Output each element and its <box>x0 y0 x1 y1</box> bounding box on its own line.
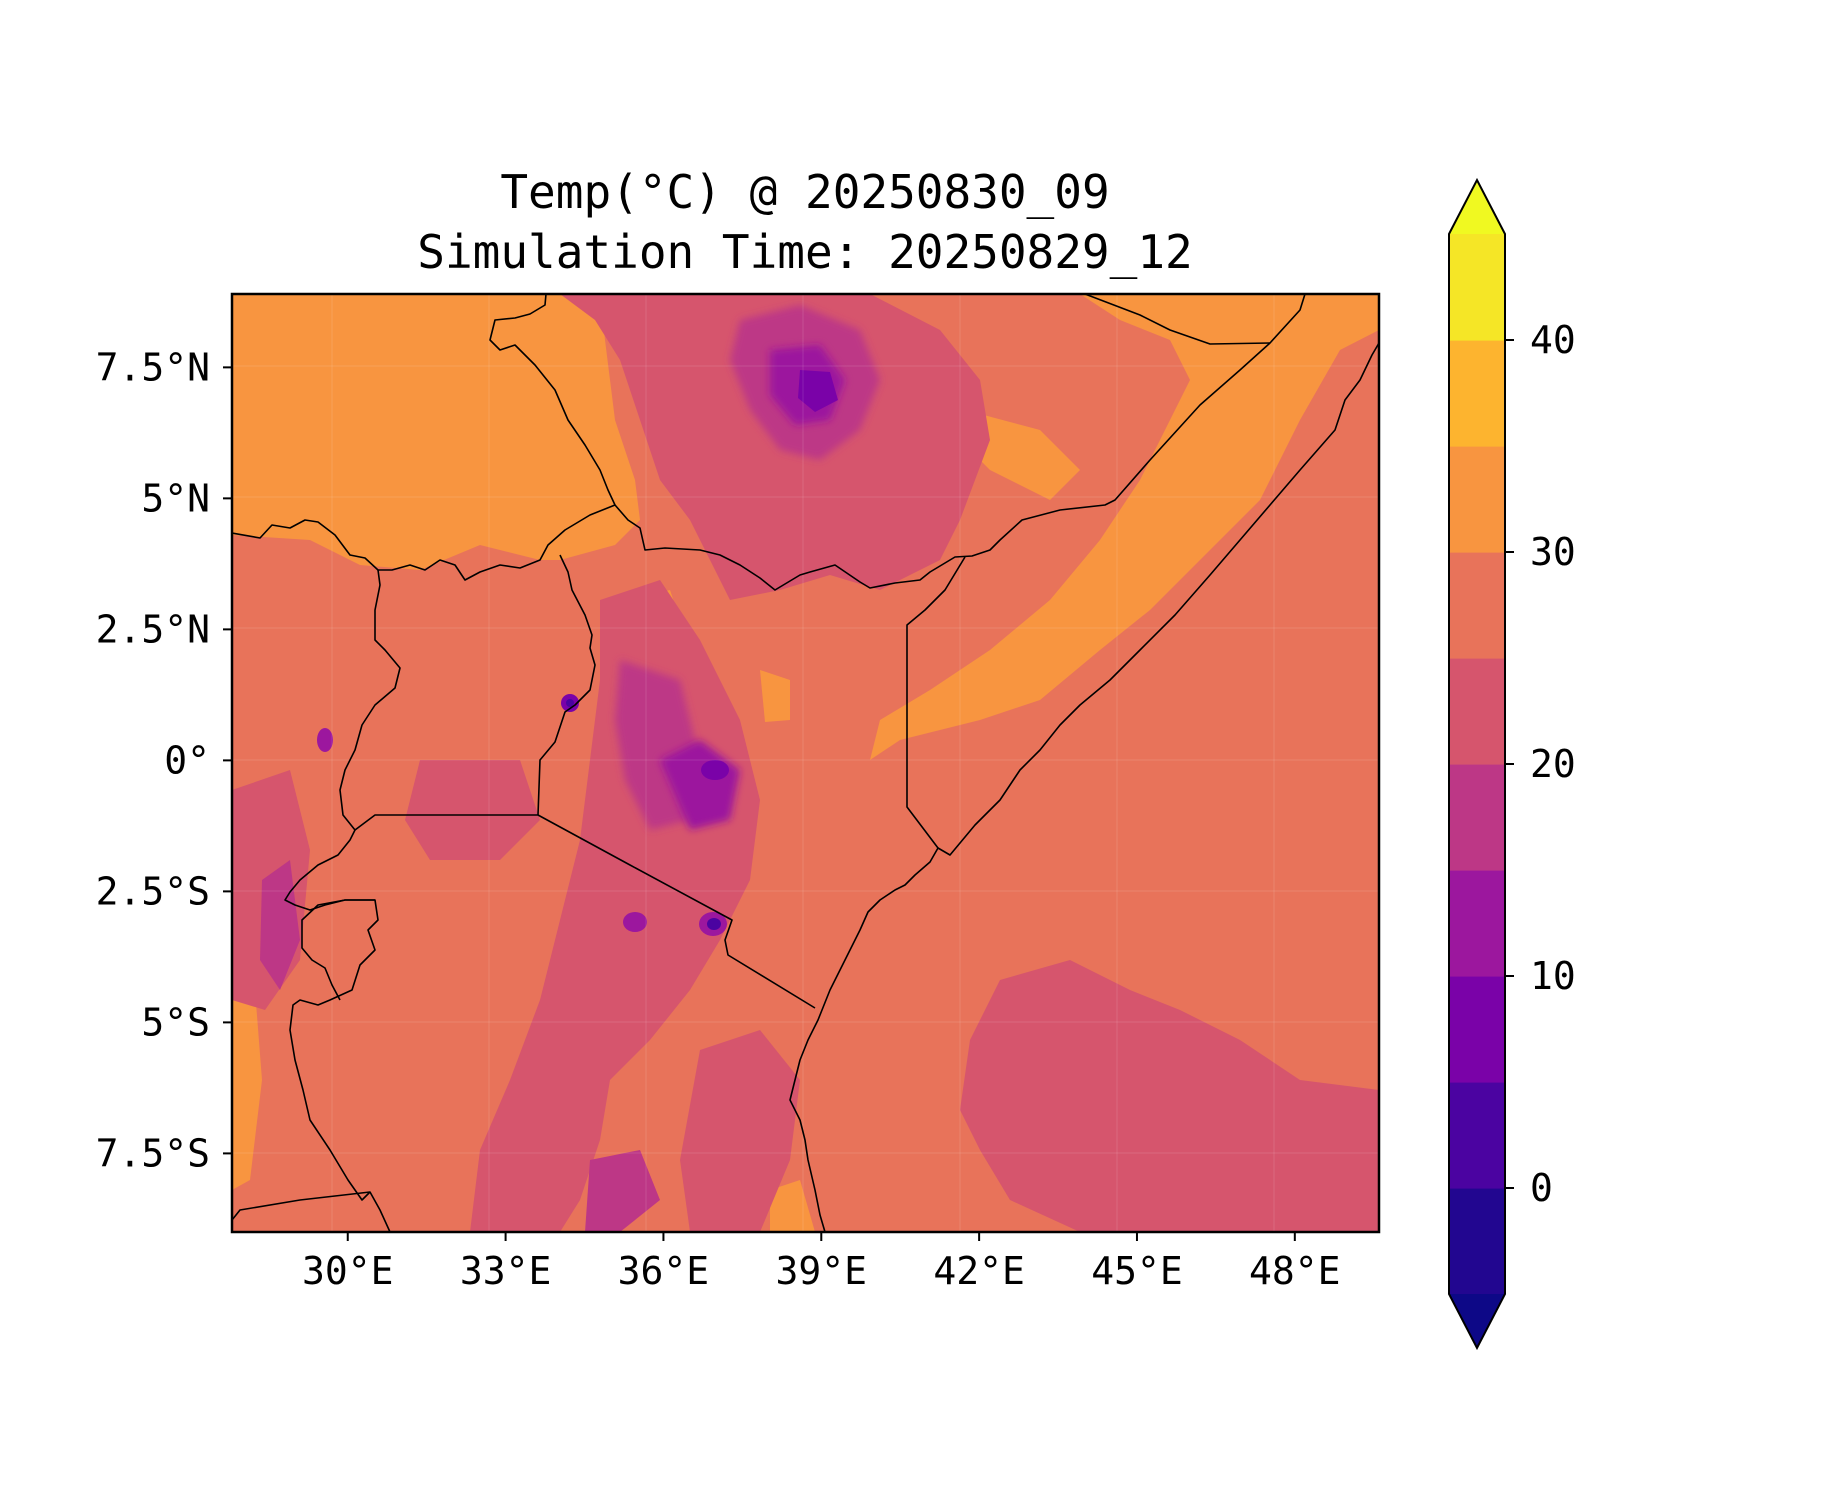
lat-tick-label: 7.5°N <box>96 345 210 389</box>
lat-tick-label: 2.5°S <box>96 869 210 913</box>
temperature-field <box>232 294 1379 1232</box>
lon-tick-label: 39°E <box>776 1249 868 1293</box>
colorbar-over-extension <box>1449 180 1505 234</box>
colorbar-under-extension <box>1449 1294 1505 1348</box>
lat-tick-label: 2.5°N <box>96 607 210 651</box>
lon-tick-label: 48°E <box>1249 1249 1341 1293</box>
warm-zones <box>232 294 1379 1232</box>
graticule <box>232 294 1379 1232</box>
colorbar-segment <box>1449 764 1505 871</box>
colorbar-segment <box>1449 1188 1505 1295</box>
colorbar-segment <box>1449 234 1505 341</box>
colorbar-outline <box>1448 177 1506 1351</box>
lat-tick-label: 7.5°S <box>96 1131 210 1175</box>
colorbar-segment <box>1449 870 1505 977</box>
lat-tick-label: 5°S <box>141 1000 210 1044</box>
colorbar: 0 10 20 30 40 <box>1448 177 1576 1351</box>
colorbar-segment <box>1449 552 1505 659</box>
map-frame <box>230 292 1381 1234</box>
colorbar-segment <box>1449 976 1505 1083</box>
chart-title: Temp(°C) @ 20250830_09 <box>500 165 1109 219</box>
lon-tick-label: 45°E <box>1091 1249 1183 1293</box>
colorbar-tick-label: 30 <box>1530 530 1576 574</box>
chart-subtitle: Simulation Time: 20250829_12 <box>417 225 1192 279</box>
colorbar-segment <box>1449 340 1505 447</box>
country-borders <box>232 294 1379 1232</box>
cold-spots <box>260 305 880 1232</box>
colorbar-tick-label: 20 <box>1530 742 1576 786</box>
colorbar-tick-label: 40 <box>1530 318 1576 362</box>
colorbar-tick-label: 0 <box>1530 1166 1553 1210</box>
colorbar-segment <box>1449 1082 1505 1189</box>
colorbar-tick-label: 10 <box>1530 954 1576 998</box>
lon-tick-label: 30°E <box>302 1249 394 1293</box>
lat-tick-label: 5°N <box>141 476 210 520</box>
lon-tick-label: 33°E <box>460 1249 552 1293</box>
lon-tick-label: 42°E <box>933 1249 1025 1293</box>
longitude-axis: 30°E 33°E 36°E 39°E 42°E 45°E 48°E <box>302 1232 1341 1293</box>
lat-tick-label: 0° <box>164 738 210 782</box>
colorbar-segment <box>1449 658 1505 765</box>
latitude-axis: 7.5°N 5°N 2.5°N 0° 2.5°S 5°S 7.5°S <box>96 345 232 1175</box>
colorbar-segment <box>1449 446 1505 553</box>
lon-tick-label: 36°E <box>618 1249 710 1293</box>
